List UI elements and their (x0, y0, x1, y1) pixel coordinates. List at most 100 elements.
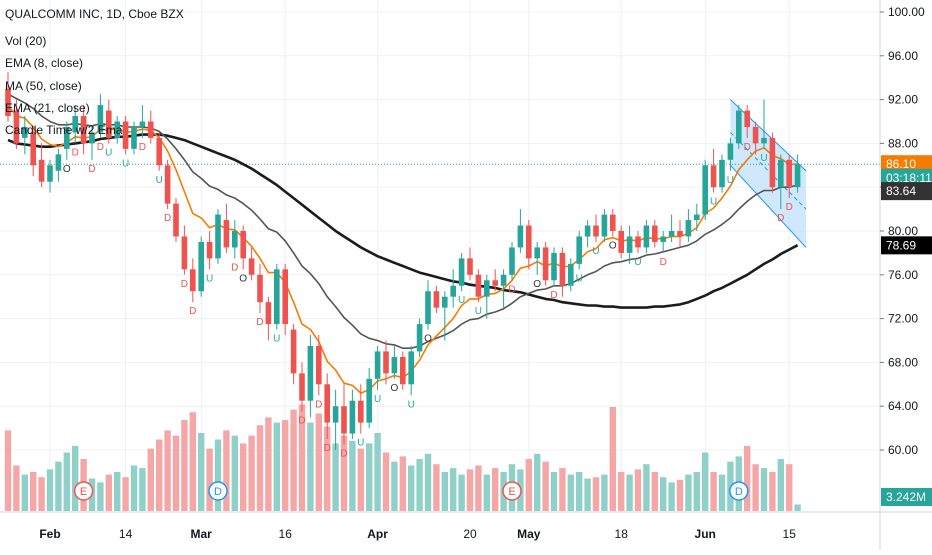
candle-body (408, 351, 414, 385)
candle-body (450, 285, 456, 297)
time-tick-label: 15 (783, 527, 797, 541)
candle (484, 274, 490, 319)
volume-bar (752, 464, 759, 511)
channel-upper-line[interactable] (730, 99, 807, 172)
event-circle (73, 481, 94, 501)
event-circle (729, 481, 749, 501)
event-label: E (508, 486, 515, 498)
candle (114, 116, 120, 144)
candle (299, 362, 305, 412)
volume-bar (248, 435, 255, 511)
signal-label: D (231, 262, 238, 273)
volume-bar (643, 464, 650, 511)
price-axis-label[interactable]: 86.10 (881, 155, 932, 174)
event-label: E (80, 486, 87, 498)
signal-label: D (340, 449, 347, 460)
candle-body (366, 378, 372, 423)
candle (332, 389, 339, 450)
signal-label: U (634, 257, 641, 268)
volume-bar (794, 504, 801, 511)
legend-ema21[interactable]: EMA (21, close) (5, 101, 90, 115)
volume-bar (668, 482, 675, 511)
earnings-marker[interactable]: E (73, 481, 94, 501)
dividend-marker[interactable]: D (729, 481, 749, 501)
candle-body (400, 356, 406, 385)
candle (223, 203, 230, 253)
candle (5, 72, 11, 122)
candle-body (694, 214, 700, 221)
legend-ma50[interactable]: MA (50, close) (5, 79, 82, 93)
candle (458, 252, 465, 292)
candle-body (416, 324, 423, 352)
channel-lower-line[interactable] (730, 164, 807, 248)
volume-bar (609, 407, 616, 511)
candle (442, 291, 448, 341)
candle (744, 105, 750, 138)
candle (55, 148, 62, 182)
volume-bar (475, 465, 482, 511)
volume-bar (576, 472, 583, 511)
price-axis-label[interactable]: 83.64 (881, 182, 932, 201)
price-label-text: 03:18:11 (886, 171, 932, 185)
candle-body (358, 400, 364, 423)
candle (400, 351, 406, 390)
price-label-bg (881, 182, 932, 201)
volume-bar (282, 420, 289, 511)
candle-body (626, 236, 633, 253)
candle (542, 241, 549, 286)
volume-bar (399, 456, 406, 511)
time-tick-label: 16 (279, 527, 293, 541)
time-axis[interactable]: Feb 14 Mar 16 Apr 20 May 18 Jun 15 (0, 511, 932, 541)
volume-bar (441, 472, 448, 511)
price-label-bg (881, 488, 932, 506)
candle-body (601, 214, 608, 237)
candle (131, 121, 137, 155)
volume-bar (13, 465, 20, 511)
volume-bar (273, 422, 280, 511)
candle (794, 154, 801, 193)
legend-title[interactable]: QUALCOMM INC, 1D, Cboe BZX (5, 7, 184, 21)
candle-body (374, 351, 381, 379)
candle-body (173, 203, 179, 237)
volume-bar (550, 472, 558, 511)
candle (727, 137, 734, 171)
volume-bar (38, 477, 45, 511)
volume-bar (769, 472, 776, 511)
time-tick-label: 18 (615, 527, 629, 541)
volume-bar (4, 430, 12, 511)
volume-bar (198, 433, 205, 511)
candle-body (484, 280, 490, 297)
legend-candle-time[interactable]: Candle Time w/2 Ema (5, 123, 123, 137)
price-axis-label[interactable]: 78.69 (881, 236, 932, 255)
volume-bar (408, 465, 415, 511)
candle-body (668, 231, 675, 237)
candle (635, 231, 641, 253)
candle (139, 105, 146, 138)
price-axis-label[interactable]: 3.242M (881, 488, 932, 506)
signal-label: D (181, 279, 188, 290)
channel-mid-line[interactable] (730, 132, 807, 210)
candle-body (794, 164, 801, 188)
legend-ema8[interactable]: EMA (8, close) (5, 56, 84, 70)
price-axis[interactable]: 100.0096.0092.0088.0084.0080.0076.0072.0… (879, 0, 932, 550)
price-tick-label: 72.00 (888, 312, 918, 326)
legend-vol[interactable]: Vol (20) (5, 34, 47, 48)
time-tick-label: Mar (191, 527, 213, 541)
candle-body (391, 356, 398, 374)
signal-label: D (97, 142, 104, 153)
candle (374, 345, 381, 390)
candle-body (30, 132, 36, 166)
volume-bar (710, 472, 717, 511)
volume-bar (601, 474, 608, 511)
dividend-marker[interactable]: D (208, 481, 228, 501)
earnings-marker[interactable]: E (502, 481, 522, 501)
price-channel[interactable] (0, 99, 880, 248)
volume-bar (214, 439, 222, 511)
candle-body (677, 231, 683, 237)
candle (433, 285, 440, 314)
candle (13, 99, 20, 149)
candle-body (744, 110, 750, 127)
